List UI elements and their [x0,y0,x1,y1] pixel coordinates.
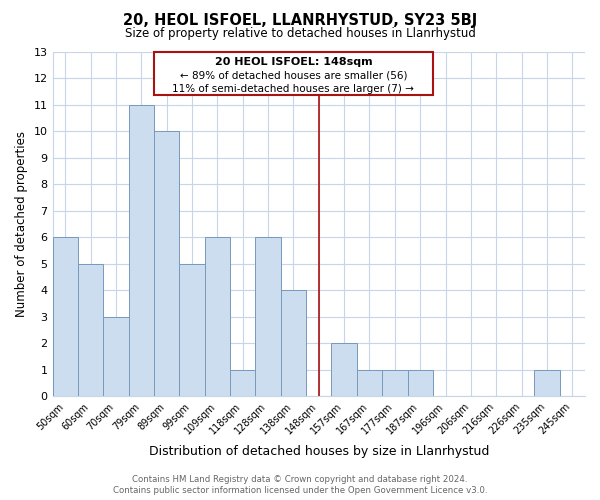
Bar [357,370,382,396]
Bar [534,370,560,396]
Bar [128,104,154,397]
Bar [179,264,205,396]
Bar [230,370,256,396]
Bar [78,264,103,396]
Bar [154,131,179,396]
Bar [281,290,306,397]
Text: Contains public sector information licensed under the Open Government Licence v3: Contains public sector information licen… [113,486,487,495]
Bar [205,237,230,396]
X-axis label: Distribution of detached houses by size in Llanrhystud: Distribution of detached houses by size … [149,444,489,458]
Y-axis label: Number of detached properties: Number of detached properties [15,131,28,317]
Bar [331,344,357,396]
Text: 20, HEOL ISFOEL, LLANRHYSTUD, SY23 5BJ: 20, HEOL ISFOEL, LLANRHYSTUD, SY23 5BJ [123,12,477,28]
Text: 11% of semi-detached houses are larger (7) →: 11% of semi-detached houses are larger (… [172,84,415,94]
Bar [407,370,433,396]
FancyBboxPatch shape [154,52,433,96]
Bar [256,237,281,396]
Text: Size of property relative to detached houses in Llanrhystud: Size of property relative to detached ho… [125,28,475,40]
Text: Contains HM Land Registry data © Crown copyright and database right 2024.: Contains HM Land Registry data © Crown c… [132,475,468,484]
Text: ← 89% of detached houses are smaller (56): ← 89% of detached houses are smaller (56… [179,70,407,81]
Bar [103,317,128,396]
Bar [382,370,407,396]
Bar [53,237,78,396]
Text: 20 HEOL ISFOEL: 148sqm: 20 HEOL ISFOEL: 148sqm [215,57,372,67]
